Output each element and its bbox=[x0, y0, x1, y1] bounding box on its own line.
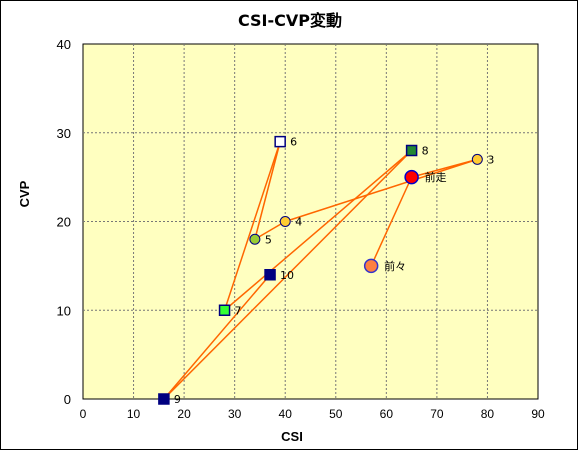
x-tick-label: 0 bbox=[80, 407, 87, 421]
y-tick-label: 30 bbox=[57, 126, 71, 141]
data-point-label: 3 bbox=[487, 153, 494, 166]
series-line-segment bbox=[254, 220, 286, 240]
chart-title: CSI-CVP変動 bbox=[238, 11, 342, 30]
data-point-marker bbox=[404, 169, 419, 185]
data-point-marker bbox=[158, 393, 170, 405]
x-tick-label: 90 bbox=[531, 407, 545, 421]
x-tick-label: 30 bbox=[228, 407, 242, 421]
data-point-marker bbox=[471, 153, 483, 165]
data-point-label: 4 bbox=[295, 216, 302, 229]
series-line-segment bbox=[370, 176, 413, 267]
x-tick-label: 40 bbox=[279, 407, 293, 421]
series-line-segment bbox=[223, 141, 281, 311]
y-tick-label: 40 bbox=[57, 37, 71, 52]
x-tick-label: 80 bbox=[481, 407, 495, 421]
plot-area: 0 10 20 30 40 50 60 70 80 90 0 10 20 30 40 前々 前走 3 4 5 6 7 8 9 1… bbox=[57, 37, 545, 421]
data-point-marker bbox=[249, 233, 261, 245]
data-point-label: 9 bbox=[174, 393, 181, 406]
data-point-label: 6 bbox=[290, 136, 297, 149]
data-point-marker bbox=[363, 258, 379, 274]
x-tick-label: 10 bbox=[127, 407, 141, 421]
x-tick-label: 60 bbox=[380, 407, 394, 421]
y-tick-label: 0 bbox=[64, 392, 71, 407]
data-point-label: 10 bbox=[280, 269, 294, 282]
series-line-segment bbox=[254, 141, 281, 240]
data-point-marker bbox=[218, 304, 231, 316]
data-point-marker bbox=[279, 216, 291, 227]
data-point-label: 5 bbox=[265, 233, 272, 246]
data-point-marker bbox=[264, 269, 276, 281]
series-line-segment bbox=[224, 149, 413, 311]
x-tick-label: 70 bbox=[430, 407, 444, 421]
data-point-marker bbox=[274, 135, 286, 148]
data-point-marker bbox=[405, 144, 418, 157]
x-tick-label: 20 bbox=[177, 407, 191, 421]
y-axis-title: CVP bbox=[17, 180, 32, 207]
data-point-label: 前走 bbox=[425, 170, 447, 184]
x-axis-title: CSI bbox=[281, 429, 303, 444]
series-line-segment bbox=[284, 158, 478, 223]
data-point-label: 7 bbox=[235, 304, 242, 317]
data-point-label: 8 bbox=[422, 145, 429, 158]
series-line-segment bbox=[163, 149, 413, 400]
series-line-segment bbox=[163, 274, 271, 400]
x-tick-label: 50 bbox=[329, 407, 343, 421]
y-tick-label: 20 bbox=[57, 215, 71, 230]
plot-background bbox=[82, 43, 539, 400]
data-point-label: 前々 bbox=[384, 259, 406, 273]
y-tick-label: 10 bbox=[57, 303, 71, 318]
